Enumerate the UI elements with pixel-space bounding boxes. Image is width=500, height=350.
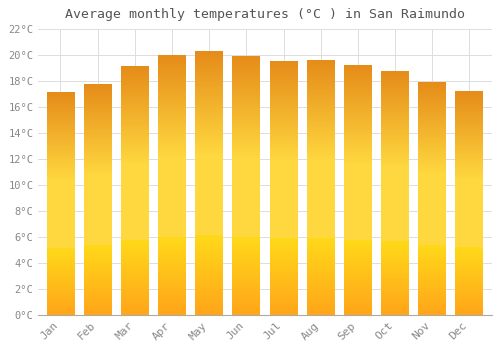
Title: Average monthly temperatures (°C ) in San Raimundo: Average monthly temperatures (°C ) in Sa… (65, 8, 465, 21)
